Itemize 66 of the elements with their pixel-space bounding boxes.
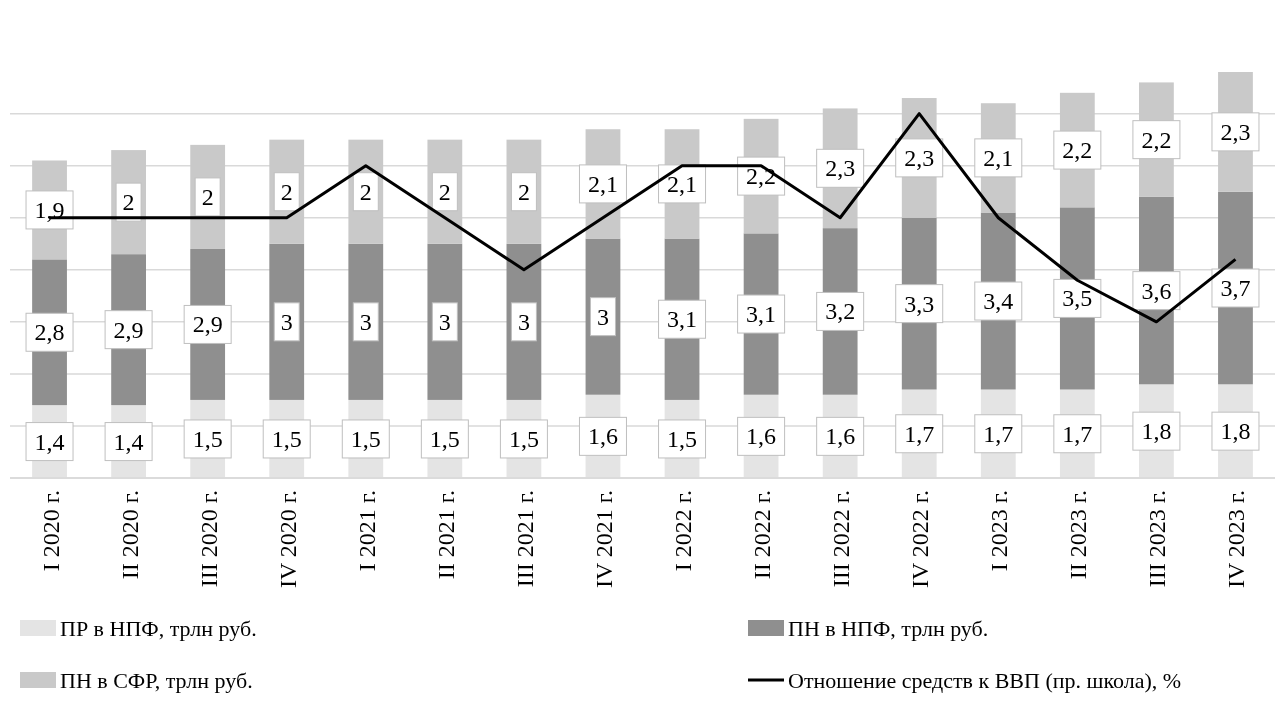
data-label: 2,9 — [192, 311, 223, 338]
data-label: 1,5 — [271, 425, 302, 452]
legend-label: ПР в НПФ, трлн руб. — [60, 616, 257, 641]
data-label: 1,5 — [192, 425, 223, 452]
x-tick-label: II 2022 г. — [749, 490, 776, 580]
x-tick-label: I 2021 г. — [353, 490, 380, 572]
data-label: 2,1 — [667, 170, 698, 197]
data-label: 2 — [201, 183, 214, 210]
data-label: 3 — [359, 308, 372, 335]
data-label: 1,6 — [746, 423, 777, 450]
data-label: 2 — [517, 178, 530, 205]
data-label: 2,2 — [1062, 137, 1093, 164]
data-label: 3,6 — [1141, 277, 1172, 304]
data-label: 1,4 — [34, 428, 65, 455]
data-label: 2,2 — [1141, 126, 1172, 153]
data-label: 1,8 — [1141, 418, 1172, 445]
data-label: 2 — [122, 189, 135, 216]
x-tick-label: IV 2023 г. — [1223, 490, 1250, 589]
x-tick-label: II 2021 г. — [432, 490, 459, 580]
data-label: 1,5 — [667, 425, 698, 452]
data-label: 1,6 — [587, 423, 618, 450]
data-label: 2 — [438, 178, 451, 205]
data-label: 2,3 — [1220, 118, 1251, 145]
data-label: 3 — [280, 308, 293, 335]
data-label: 2,3 — [825, 155, 856, 182]
x-tick-label: II 2020 г. — [116, 490, 143, 580]
x-tick-label: IV 2022 г. — [907, 490, 934, 589]
legend-label: ПН в НПФ, трлн руб. — [788, 616, 989, 641]
data-label: 1,7 — [904, 420, 935, 447]
legend-label: Отношение средств к ВВП (пр. школа), % — [788, 668, 1182, 693]
data-label: 3,4 — [983, 288, 1014, 315]
data-label: 1,6 — [825, 423, 856, 450]
data-label: 1,5 — [429, 425, 460, 452]
data-label: 2,9 — [113, 316, 144, 343]
x-tick-label: III 2020 г. — [195, 490, 222, 588]
data-label: 3 — [596, 303, 609, 330]
data-label: 2,3 — [904, 144, 935, 171]
data-label: 1,7 — [983, 420, 1014, 447]
data-label: 3,7 — [1220, 275, 1251, 302]
x-tick-label: III 2022 г. — [828, 490, 855, 588]
x-tick-label: III 2021 г. — [511, 490, 538, 588]
x-tick-label: IV 2021 г. — [590, 490, 617, 589]
data-label: 3,2 — [825, 298, 856, 325]
x-tick-label: I 2020 г. — [37, 490, 64, 572]
data-label: 1,4 — [113, 428, 144, 455]
data-label: 1,5 — [508, 425, 539, 452]
data-label: 2,1 — [587, 170, 618, 197]
data-label: 2,1 — [983, 144, 1014, 171]
x-tick-label: IV 2020 г. — [274, 490, 301, 589]
x-tick-label: III 2023 г. — [1144, 490, 1171, 588]
data-label: 3,5 — [1062, 285, 1093, 312]
data-label: 2 — [359, 178, 372, 205]
data-label: 3 — [517, 308, 530, 335]
data-label: 2,8 — [34, 319, 65, 346]
data-label: 1,8 — [1220, 418, 1251, 445]
data-label: 2 — [280, 178, 293, 205]
data-label: 3,1 — [667, 306, 698, 333]
x-tick-label: I 2023 г. — [986, 490, 1013, 572]
legend-label: ПН в СФР, трлн руб. — [60, 668, 253, 693]
x-tick-label: II 2023 г. — [1065, 490, 1092, 580]
data-label: 3 — [438, 308, 451, 335]
data-label: 3,3 — [904, 290, 935, 317]
x-tick-label: I 2022 г. — [670, 490, 697, 572]
data-label: 1,7 — [1062, 420, 1093, 447]
data-label: 3,1 — [746, 301, 777, 328]
data-label: 1,5 — [350, 425, 381, 452]
